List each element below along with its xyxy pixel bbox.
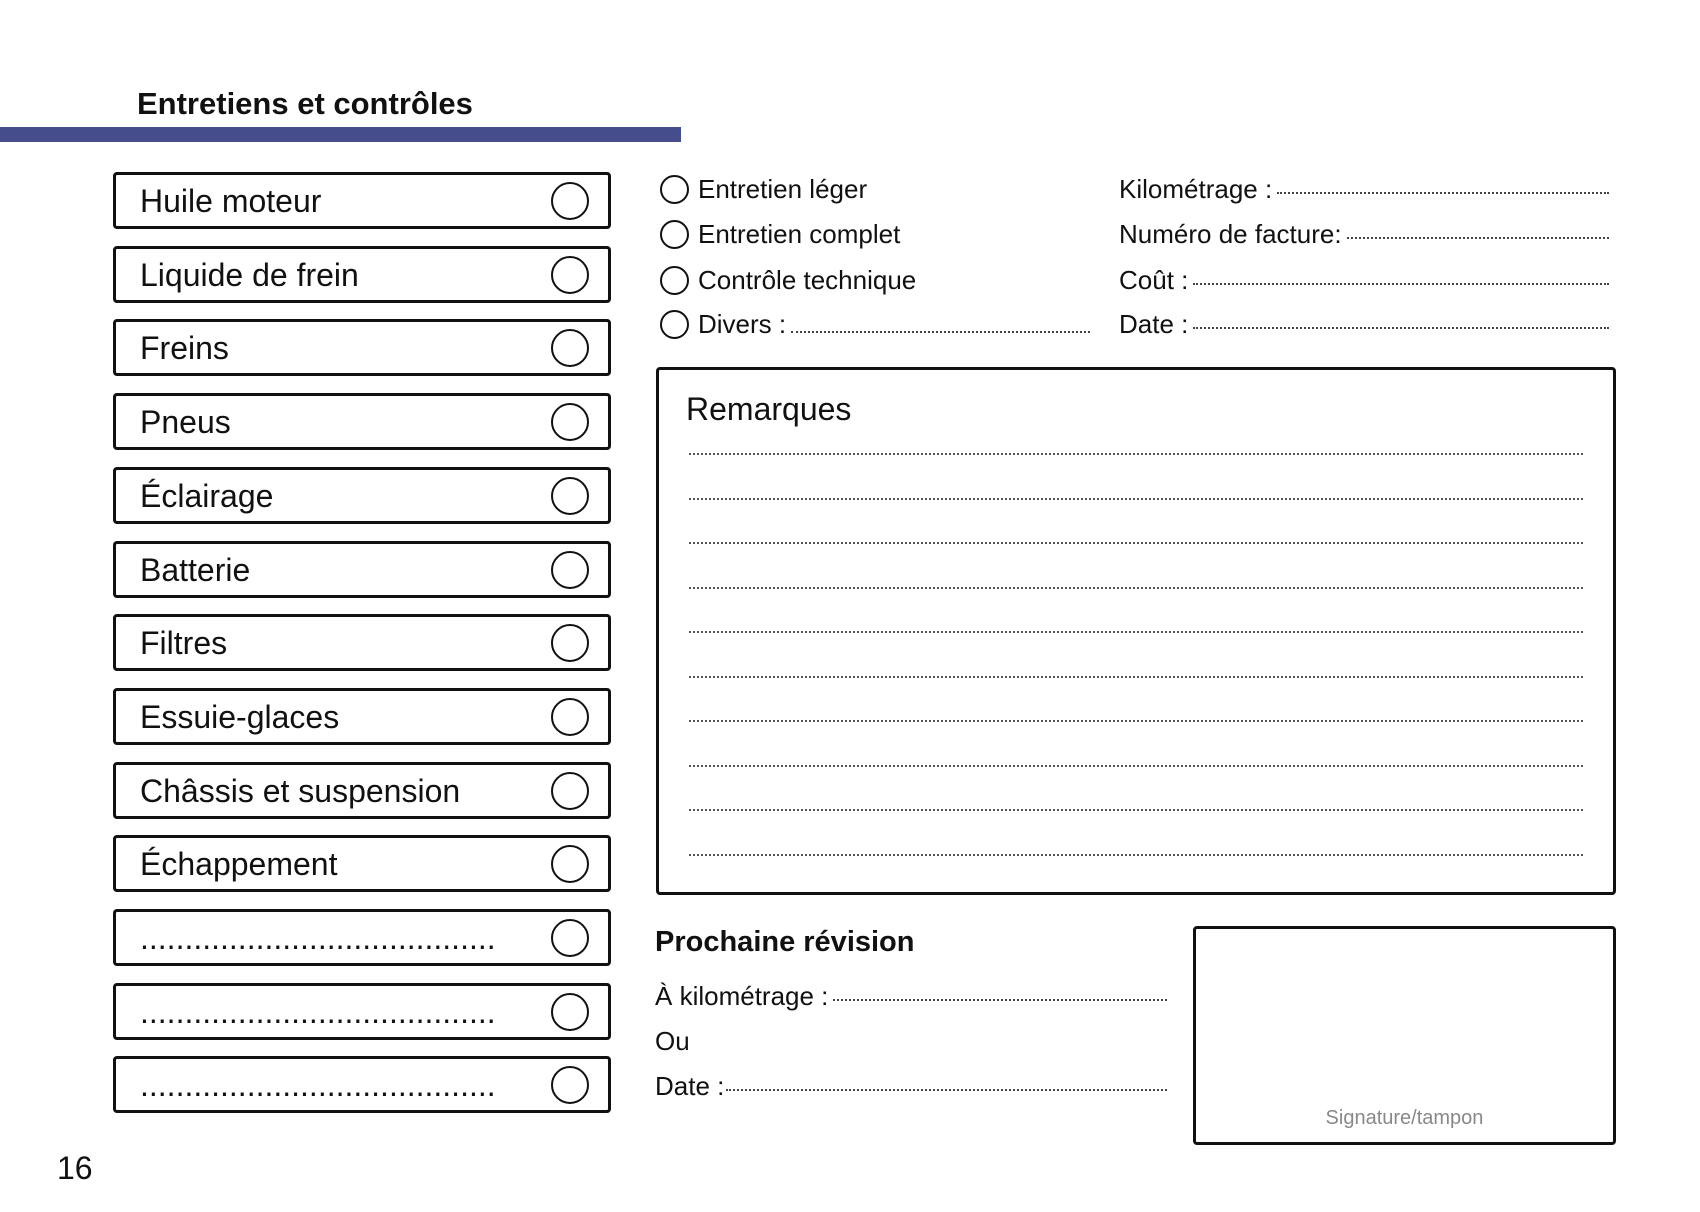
divers-input-line[interactable] — [791, 331, 1090, 333]
remarks-line[interactable] — [689, 497, 1583, 500]
checklist-item-label: Filtres — [140, 625, 228, 662]
detail-field-label: Kilométrage : — [1119, 174, 1273, 204]
detail-input-line[interactable] — [1277, 192, 1609, 194]
checklist-item: Châssis et suspension — [113, 761, 611, 819]
service-type-option[interactable]: Divers : — [660, 307, 1090, 341]
checklist-item-label: Freins — [140, 330, 229, 367]
checklist-item: Éclairage — [113, 466, 611, 524]
checklist-item-label: Pneus — [140, 404, 231, 441]
or-text: Ou — [655, 1026, 690, 1056]
checklist-item-label: Batterie — [140, 551, 251, 588]
next-date-label: Date : — [655, 1071, 725, 1101]
detail-field-label: Numéro de facture: — [1119, 219, 1342, 249]
checkbox-circle-icon[interactable] — [551, 403, 589, 442]
checklist-item: Batterie — [113, 540, 611, 598]
checkbox-circle-icon[interactable] — [551, 697, 589, 736]
checkbox-circle-icon[interactable] — [551, 329, 589, 368]
title-underline-bar — [0, 127, 681, 142]
checklist-item-label: ........................................ — [140, 993, 496, 1030]
checkbox-circle-icon[interactable] — [551, 771, 589, 810]
option-label: Divers : — [698, 308, 787, 339]
detail-input-line[interactable] — [1193, 327, 1609, 329]
checkbox-circle-icon[interactable] — [551, 182, 589, 220]
checklist-item: ........................................ — [113, 909, 611, 966]
next-date-field[interactable]: Date : — [655, 1071, 1167, 1102]
checkbox-circle-icon[interactable] — [551, 476, 589, 515]
radio-circle-icon[interactable] — [660, 219, 689, 249]
checklist-item: ........................................ — [113, 982, 611, 1040]
checklist-item: Échappement — [113, 835, 611, 893]
detail-field[interactable]: Coût : — [1119, 265, 1609, 296]
checklist-item-label: Essuie-glaces — [140, 698, 340, 735]
checklist-item: Essuie-glaces — [113, 687, 611, 745]
next-mileage-field[interactable]: À kilométrage : — [655, 981, 1167, 1012]
detail-input-line[interactable] — [1346, 237, 1609, 239]
option-label: Contrôle technique — [698, 264, 917, 295]
option-label: Entretien léger — [698, 173, 868, 204]
remarks-line[interactable] — [689, 453, 1583, 455]
checklist-item: Filtres — [113, 614, 611, 672]
checkbox-circle-icon[interactable] — [551, 919, 589, 957]
service-type-option[interactable]: Entretien complet — [660, 217, 900, 251]
checkbox-circle-icon[interactable] — [551, 255, 589, 294]
detail-field-label: Date : — [1119, 309, 1189, 339]
checklist-item: Liquide de frein — [113, 245, 611, 303]
checklist-item-label: Huile moteur — [140, 183, 322, 219]
detail-field[interactable]: Kilométrage : — [1119, 174, 1609, 205]
remarks-line[interactable] — [689, 764, 1583, 767]
remarks-box: Remarques — [656, 367, 1616, 895]
detail-field[interactable]: Date : — [1119, 309, 1609, 340]
signature-label: Signature/tampon — [1325, 1107, 1484, 1129]
next-service-title: Prochaine révision — [655, 926, 915, 958]
checkbox-circle-icon[interactable] — [551, 624, 589, 663]
checkbox-circle-icon[interactable] — [551, 845, 589, 884]
remarks-line[interactable] — [689, 586, 1583, 589]
checklist-item-label: Échappement — [140, 846, 338, 883]
remarks-line[interactable] — [689, 720, 1583, 722]
or-label: Ou — [655, 1026, 690, 1057]
page-number: 16 — [57, 1150, 93, 1186]
remarks-line[interactable] — [689, 542, 1583, 544]
checklist-item: Freins — [113, 319, 611, 377]
checklist-item: ........................................ — [113, 1056, 611, 1114]
remarks-line[interactable] — [689, 809, 1583, 811]
detail-input-line[interactable] — [1193, 283, 1609, 285]
checkbox-circle-icon[interactable] — [551, 992, 589, 1031]
remarks-line[interactable] — [689, 853, 1583, 856]
next-mileage-input-line[interactable] — [833, 999, 1167, 1001]
remarks-line[interactable] — [689, 631, 1583, 633]
radio-circle-icon[interactable] — [660, 265, 689, 295]
service-type-option[interactable]: Contrôle technique — [660, 263, 916, 297]
remarks-title: Remarques — [686, 391, 852, 427]
checkbox-circle-icon[interactable] — [551, 550, 589, 589]
checklist-item-label: Éclairage — [140, 477, 274, 514]
service-type-option[interactable]: Entretien léger — [660, 172, 867, 206]
remarks-line[interactable] — [689, 675, 1583, 678]
next-mileage-label: À kilométrage : — [655, 981, 829, 1011]
checklist-item: Huile moteur — [113, 172, 611, 229]
checklist-item-label: ........................................ — [140, 920, 496, 956]
radio-circle-icon[interactable] — [660, 174, 689, 204]
option-label: Entretien complet — [698, 218, 901, 249]
radio-circle-icon[interactable] — [660, 309, 689, 339]
detail-field-label: Coût : — [1119, 265, 1189, 295]
page-title: Entretiens et contrôles — [137, 86, 473, 121]
signature-box[interactable]: Signature/tampon — [1193, 926, 1616, 1145]
checkbox-circle-icon[interactable] — [551, 1066, 589, 1105]
next-date-input-line[interactable] — [726, 1089, 1167, 1091]
checklist-item-label: ........................................ — [140, 1067, 496, 1104]
checklist-item-label: Châssis et suspension — [140, 772, 461, 809]
detail-field[interactable]: Numéro de facture: — [1119, 219, 1609, 250]
checklist-item: Pneus — [113, 393, 611, 451]
checklist-item-label: Liquide de frein — [140, 256, 359, 293]
